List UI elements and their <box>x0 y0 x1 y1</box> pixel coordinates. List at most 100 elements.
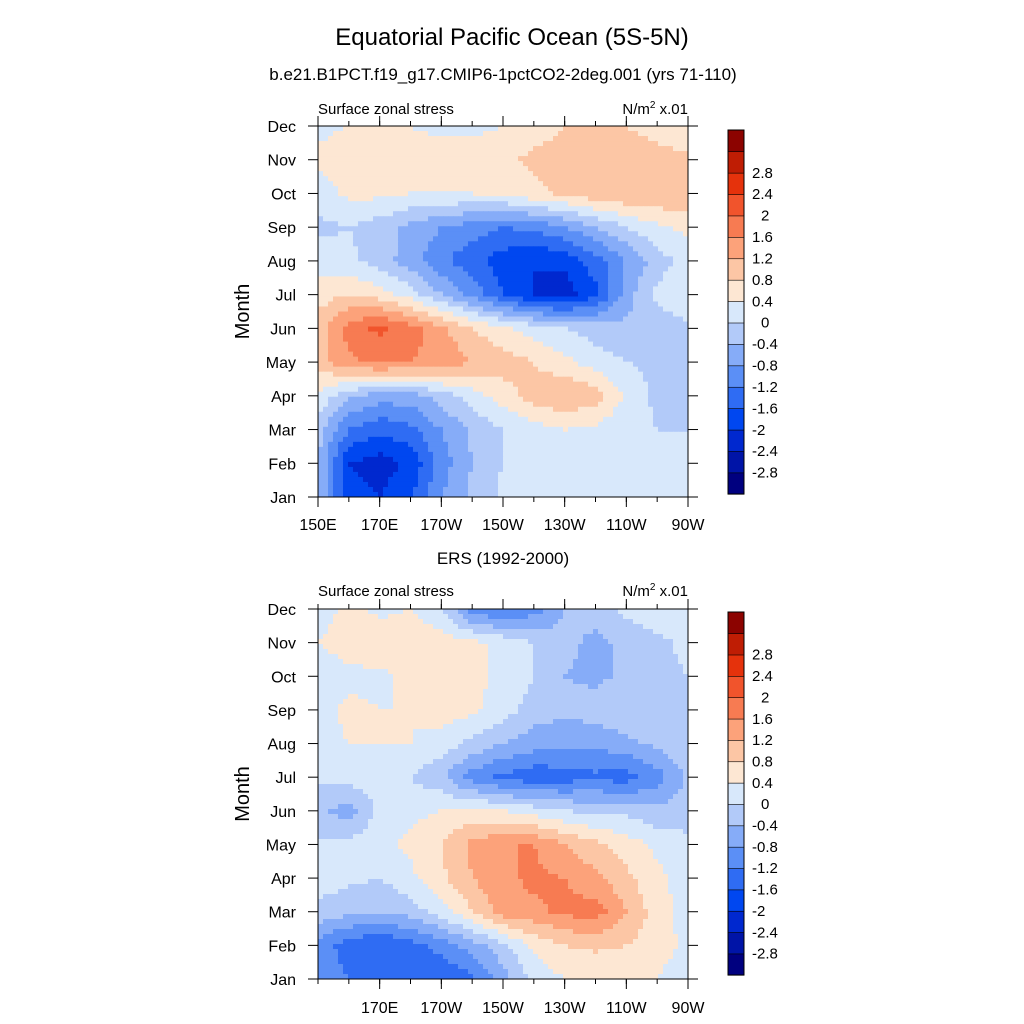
contour-cell <box>343 316 349 323</box>
contour-cell <box>363 431 369 438</box>
contour-cell <box>618 391 624 398</box>
contour-cell <box>493 156 499 162</box>
contour-cell <box>673 246 679 252</box>
contour-cell <box>403 446 409 453</box>
contour-cell <box>423 326 429 333</box>
contour-cell <box>568 376 574 383</box>
contour-cell <box>563 126 569 132</box>
contour-cell <box>548 446 554 453</box>
contour-cell <box>558 196 564 202</box>
contour-cell <box>458 136 464 142</box>
contour-cell <box>628 236 634 242</box>
contour-cell <box>628 366 634 373</box>
contour-cell <box>398 326 404 333</box>
contour-cell <box>568 196 574 202</box>
contour-cell <box>533 331 539 338</box>
contour-cell <box>348 321 354 328</box>
contour-cell <box>518 351 524 358</box>
contour-cell <box>523 366 529 373</box>
contour-cell <box>443 291 449 298</box>
contour-cell <box>413 416 419 423</box>
contour-cell <box>563 141 569 147</box>
contour-cell <box>663 221 669 227</box>
contour-cell <box>323 206 329 212</box>
contour-cell <box>683 271 688 277</box>
contour-cell <box>593 331 599 338</box>
contour-cell <box>503 271 509 277</box>
contour-cell <box>608 451 614 458</box>
contour-cell <box>643 361 649 368</box>
contour-cell <box>683 201 688 207</box>
contour-cell <box>458 266 464 272</box>
contour-cell <box>668 271 674 277</box>
contour-cell <box>488 251 494 257</box>
contour-cell <box>388 181 394 187</box>
contour-cell <box>608 341 614 348</box>
contour-cell <box>358 191 364 197</box>
contour-cell <box>603 406 609 413</box>
contour-cell <box>353 211 359 217</box>
contour-cell <box>378 391 384 398</box>
contour-cell <box>658 421 664 428</box>
contour-cell <box>438 416 444 423</box>
contour-cell <box>488 401 494 408</box>
contour-cell <box>643 141 649 147</box>
contour-cell <box>638 296 644 303</box>
contour-cell <box>348 171 354 177</box>
contour-cell <box>653 186 659 192</box>
contour-cell <box>673 451 679 458</box>
contour-cell <box>673 456 679 463</box>
contour-cell <box>513 426 519 433</box>
contour-cell <box>498 301 504 308</box>
contour-cell <box>383 221 389 227</box>
contour-cell <box>558 231 564 237</box>
contour-cell <box>333 336 339 343</box>
contour-cell <box>508 151 514 157</box>
contour-cell <box>493 286 499 293</box>
contour-cell <box>338 256 344 262</box>
contour-cell <box>528 146 534 152</box>
contour-cell <box>638 191 644 197</box>
contour-cell <box>393 451 399 458</box>
contour-cell <box>683 376 688 383</box>
contour-cell <box>458 396 464 403</box>
contour-cell <box>468 321 474 328</box>
contour-cell <box>563 441 569 448</box>
contour-cell <box>463 401 469 408</box>
contour-cell <box>573 136 579 142</box>
contour-cell <box>438 326 444 333</box>
contour-cell <box>478 181 484 187</box>
contour-cell <box>443 376 449 383</box>
contour-cell <box>388 351 394 358</box>
contour-cell <box>578 351 584 358</box>
contour-cell <box>388 311 394 318</box>
contour-cell <box>398 406 404 413</box>
contour-cell <box>353 456 359 463</box>
contour-cell <box>598 401 604 408</box>
contour-cell <box>658 346 664 353</box>
contour-cell <box>403 151 409 157</box>
contour-cell <box>568 286 574 293</box>
contour-cell <box>598 191 604 197</box>
contour-cell <box>363 366 369 373</box>
contour-cell <box>678 186 684 192</box>
contour-cell <box>448 241 454 247</box>
contour-cell <box>328 256 334 262</box>
contour-cell <box>328 356 334 363</box>
contour-cell <box>638 411 644 418</box>
panel-title: b.e21.B1PCT.f19_g17.CMIP6-1pctCO2-2deg.0… <box>269 65 736 84</box>
contour-cell <box>548 411 554 418</box>
contour-cell <box>343 326 349 333</box>
contour-cell <box>388 261 394 267</box>
contour-cell <box>583 441 589 448</box>
contour-cell <box>368 346 374 353</box>
contour-cell <box>463 216 469 222</box>
contour-cell <box>338 391 344 398</box>
contour-cell <box>438 441 444 448</box>
contour-cell <box>513 146 519 152</box>
contour-cell <box>373 226 379 232</box>
contour-cell <box>658 396 664 403</box>
contour-cell <box>548 316 554 323</box>
contour-cell <box>383 146 389 152</box>
contour-cell <box>398 431 404 438</box>
